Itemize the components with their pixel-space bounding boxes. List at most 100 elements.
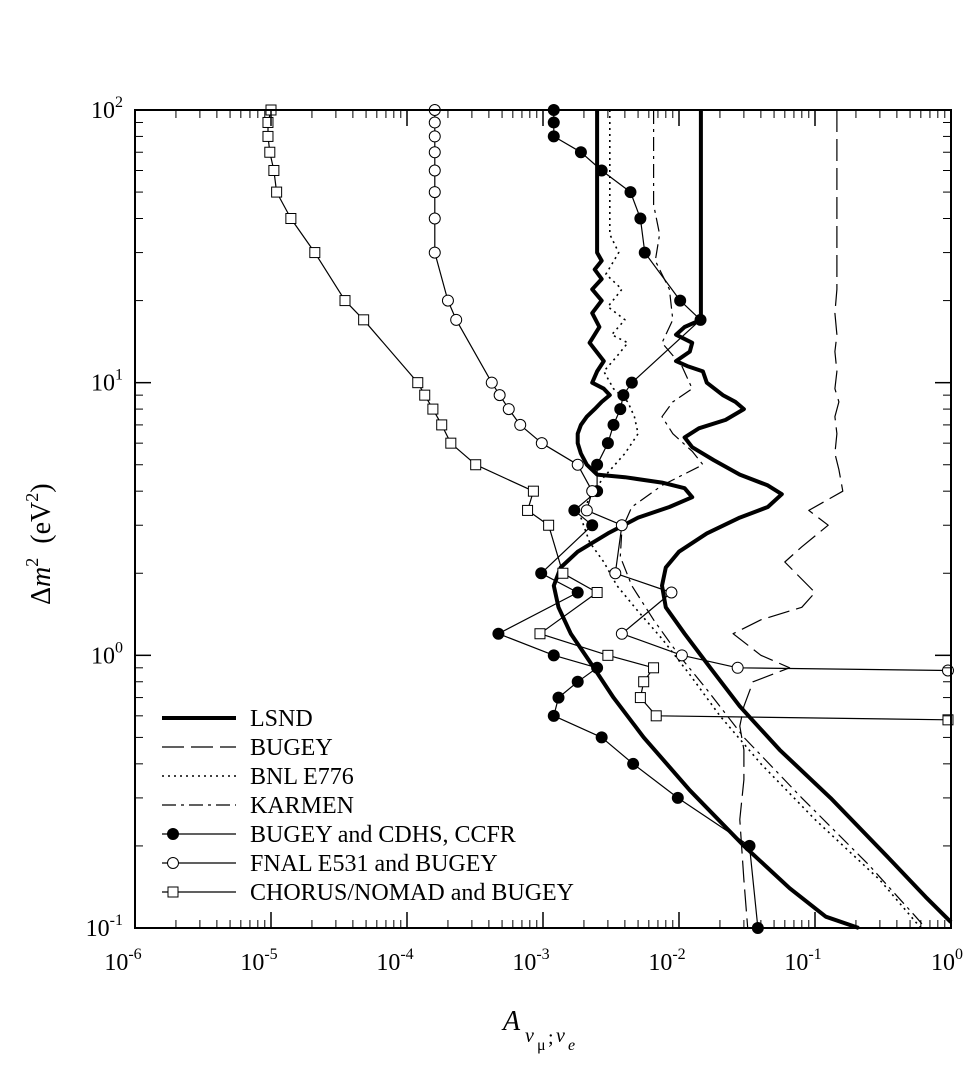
data-point-4-15: [591, 458, 604, 471]
data-point-6-25: [634, 692, 646, 704]
data-point-5-5: [428, 186, 441, 199]
data-point-5-14: [535, 437, 548, 450]
data-point-4-17: [568, 504, 581, 517]
data-point-4-9: [694, 313, 707, 326]
legend-item-6: CHORUS/NOMAD and BUGEY: [162, 880, 574, 906]
data-point-4-4: [595, 164, 608, 177]
y-axis-title-sup: 2: [22, 558, 42, 567]
series-line-5-0: [434, 110, 949, 672]
data-point-6-24: [638, 676, 650, 688]
data-point-4-8: [674, 294, 687, 307]
y-axis-title: Δm2 (eV2): [22, 483, 57, 605]
x-tick-6: 100: [931, 110, 963, 976]
data-point-4-10: [625, 376, 638, 389]
data-point-5-21: [615, 627, 628, 640]
legend-label-4: BUGEY and CDHS, CCFR: [250, 822, 516, 848]
series-line-1-0: [732, 110, 844, 929]
data-point-4-22: [547, 649, 560, 662]
data-point-4-25: [552, 691, 565, 704]
data-point-4-6: [634, 212, 647, 225]
data-point-4-3: [574, 146, 587, 159]
y-tick-0: 10-1: [86, 667, 951, 942]
y-axis-title-var: m: [26, 567, 57, 587]
y-tick-label-3: 102: [91, 94, 123, 124]
data-point-6-6: [285, 213, 297, 225]
data-point-4-12: [614, 403, 627, 416]
data-point-6-3: [264, 146, 276, 158]
data-point-6-18: [543, 519, 555, 531]
data-point-5-2: [428, 130, 441, 143]
series-6: [262, 104, 954, 726]
series-3: [619, 110, 927, 929]
data-point-6-27: [942, 714, 954, 726]
data-point-6-10: [412, 377, 424, 389]
data-point-5-3: [428, 146, 441, 159]
x-tick-label-2: 10-4: [376, 946, 413, 976]
data-point-4-28: [627, 757, 640, 770]
legend-item-2: BNL E776: [162, 764, 354, 790]
x-axis-title-sub-2: μ: [537, 1037, 546, 1054]
x-tick-2: 10-4: [376, 110, 538, 976]
data-point-5-4: [428, 164, 441, 177]
data-point-5-15: [571, 458, 584, 471]
legend-item-4: BUGEY and CDHS, CCFR: [162, 822, 516, 848]
data-point-4-13: [607, 418, 620, 431]
data-point-4-23: [591, 661, 604, 674]
data-point-6-17: [522, 504, 534, 516]
data-point-6-5: [271, 186, 283, 198]
legend-label-2: BNL E776: [250, 764, 354, 790]
legend-label-1: BUGEY: [250, 735, 333, 761]
data-point-6-19: [557, 567, 569, 579]
data-point-4-7: [638, 246, 651, 259]
legend-label-5: FNAL E531 and BUGEY: [250, 851, 498, 877]
data-point-6-9: [358, 314, 370, 326]
data-point-6-2: [262, 130, 274, 142]
data-point-4-14: [601, 437, 614, 450]
x-tick-label-1: 10-5: [240, 946, 277, 976]
x-tick-4: 10-2: [648, 110, 810, 976]
x-tick-0: 10-6: [104, 110, 266, 976]
x-axis-title: A ν μ ; ν e: [501, 1006, 575, 1054]
series-line-2-0: [580, 110, 922, 929]
x-axis-title-sub-3: ν: [556, 1025, 565, 1047]
y-tick-label-2: 101: [91, 367, 123, 397]
data-point-6-13: [436, 419, 448, 431]
data-point-4-18: [586, 519, 599, 532]
data-point-5-6: [428, 212, 441, 225]
x-tick-label-6: 100: [931, 946, 963, 976]
data-point-6-8: [339, 295, 351, 307]
series-4: [492, 104, 764, 934]
data-point-6-7: [309, 247, 321, 259]
data-point-6-11: [419, 389, 431, 401]
data-point-4-11: [617, 389, 630, 402]
data-point-5-20: [665, 586, 678, 599]
ticks-layer: 10-6 10-5 10-4 10-3 10-2 10-1 100 10-1 100 101 102: [86, 94, 963, 976]
y-axis-title-units-open: (eV: [26, 502, 57, 558]
data-point-4-24: [571, 675, 584, 688]
legend-item-5: FNAL E531 and BUGEY: [162, 851, 498, 877]
data-point-4-27: [595, 731, 608, 744]
data-point-5-18: [615, 519, 628, 532]
legend-marker-4: [167, 828, 179, 840]
data-point-6-21: [534, 628, 546, 640]
series-0: [551, 110, 953, 930]
data-point-6-26: [650, 710, 662, 722]
data-point-5-23: [731, 661, 744, 674]
series-line-3-0: [619, 110, 927, 929]
series-2: [580, 110, 922, 929]
legend-label-6: CHORUS/NOMAD and BUGEY: [250, 880, 574, 906]
y-tick-1: 100: [91, 394, 951, 669]
x-tick-1: 10-5: [240, 110, 402, 976]
data-point-5-19: [609, 567, 622, 580]
y-tick-3: 102: [91, 94, 951, 124]
series-line-6-0: [267, 109, 949, 721]
data-point-6-22: [602, 649, 614, 661]
legend-marker-5: [167, 857, 179, 869]
legend-item-0: LSND: [162, 706, 313, 732]
legend-item-3: KARMEN: [162, 793, 354, 819]
data-point-4-19: [535, 567, 548, 580]
data-point-5-13: [514, 418, 527, 431]
x-tick-label-3: 10-3: [512, 946, 549, 976]
data-point-5-11: [493, 389, 506, 402]
x-tick-label-4: 10-2: [648, 946, 685, 976]
